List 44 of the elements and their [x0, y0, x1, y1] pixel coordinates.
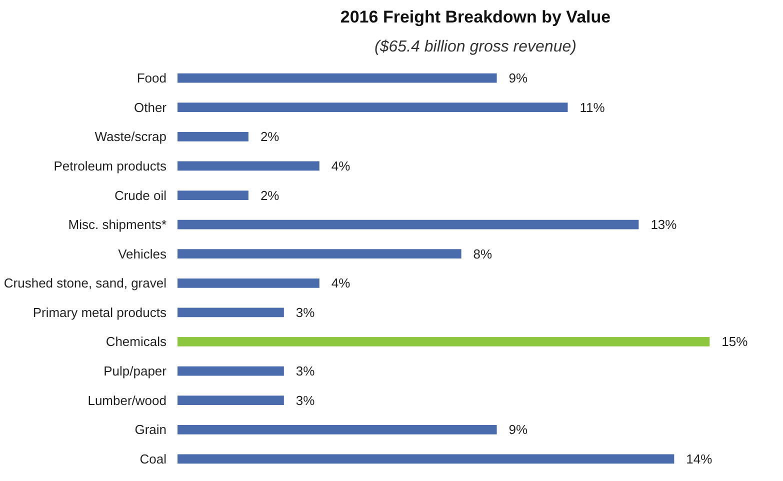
y-tick-label: Crude oil	[114, 188, 167, 203]
data-label: 4%	[331, 158, 351, 174]
data-label: 3%	[296, 392, 316, 408]
y-tick-label: Misc. shipments*	[68, 217, 166, 232]
data-label: 9%	[508, 422, 528, 438]
bar	[178, 424, 497, 434]
bar	[178, 366, 284, 376]
chart-title: 2016 Freight Breakdown by Value	[340, 8, 611, 26]
y-tick-label: Food	[136, 70, 167, 86]
data-label: 3%	[296, 304, 316, 320]
data-label: 4%	[331, 276, 351, 291]
y-tick-label: Grain	[134, 422, 167, 438]
data-label: 13%	[650, 217, 678, 232]
y-tick-label: Petroleum products	[54, 158, 167, 174]
y-tick-label: Coal	[140, 451, 167, 466]
y-tick-label: Primary metal products	[32, 304, 167, 320]
y-tick-label: Crushed stone, sand, gravel	[4, 276, 167, 291]
bar	[178, 73, 497, 83]
bar	[178, 132, 248, 142]
data-label: 2%	[260, 129, 280, 144]
data-label: 14%	[686, 451, 713, 466]
bar	[178, 220, 639, 230]
y-tick-label: Vehicles	[118, 246, 167, 262]
y-tick-label: Waste/scrap	[94, 129, 167, 144]
data-label: 15%	[722, 334, 748, 350]
data-label: 11%	[580, 100, 606, 115]
data-label: 8%	[473, 246, 493, 262]
bar	[178, 337, 710, 346]
data-label: 3%	[296, 364, 316, 379]
bar	[178, 454, 674, 464]
data-label: 2%	[260, 188, 280, 203]
data-label: 9%	[508, 70, 528, 86]
chart-subtitle: ($65.4 billion gross revenue)	[374, 38, 576, 56]
y-tick-label: Lumber/wood	[88, 392, 167, 408]
y-tick-label: Pulp/paper	[104, 364, 168, 379]
bar	[178, 161, 320, 171]
y-tick-label: Chemicals	[106, 334, 167, 350]
bar	[178, 278, 320, 288]
bar	[178, 396, 284, 406]
y-tick-label: Other	[134, 100, 168, 115]
bar	[178, 308, 284, 318]
bar	[178, 102, 568, 112]
bar	[178, 190, 248, 200]
bar	[178, 249, 462, 259]
